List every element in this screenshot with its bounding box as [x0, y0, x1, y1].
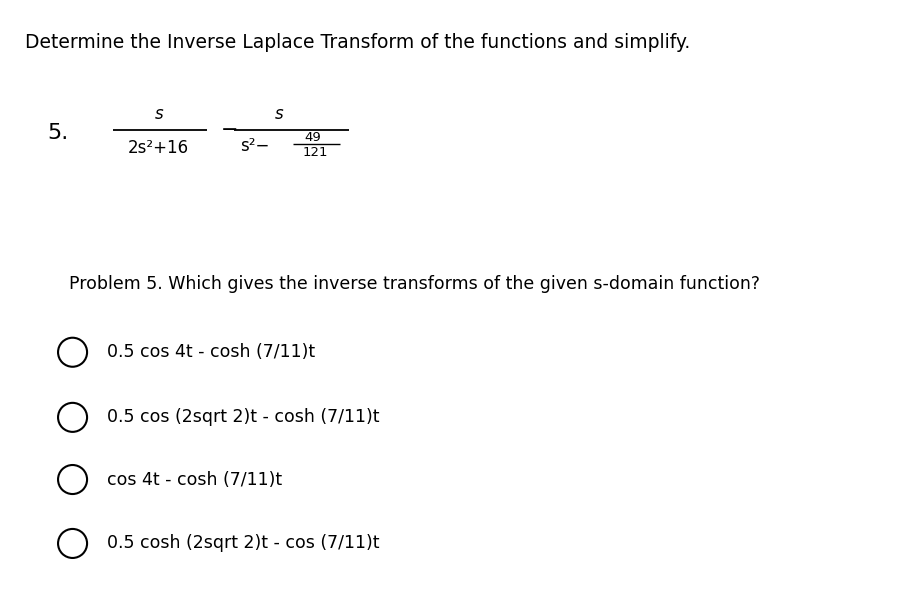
Text: s: s — [275, 105, 284, 123]
Text: 0.5 cosh (2sqrt 2)t - cos (7/11)t: 0.5 cosh (2sqrt 2)t - cos (7/11)t — [107, 535, 379, 552]
Text: 2s²+16: 2s²+16 — [128, 139, 190, 157]
Text: 5.: 5. — [47, 123, 68, 143]
Text: 49: 49 — [305, 131, 321, 144]
Text: Determine the Inverse Laplace Transform of the functions and simplify.: Determine the Inverse Laplace Transform … — [25, 33, 690, 52]
Text: cos 4t - cosh (7/11)t: cos 4t - cosh (7/11)t — [107, 471, 282, 488]
Text: 121: 121 — [303, 146, 328, 159]
Text: −: − — [220, 120, 239, 140]
Text: Problem 5. Which gives the inverse transforms of the given s-domain function?: Problem 5. Which gives the inverse trans… — [69, 275, 760, 293]
Text: s: s — [154, 105, 163, 123]
Text: s²−: s²− — [240, 137, 269, 155]
Text: 0.5 cos 4t - cosh (7/11)t: 0.5 cos 4t - cosh (7/11)t — [107, 343, 315, 361]
Text: 0.5 cos (2sqrt 2)t - cosh (7/11)t: 0.5 cos (2sqrt 2)t - cosh (7/11)t — [107, 408, 379, 426]
